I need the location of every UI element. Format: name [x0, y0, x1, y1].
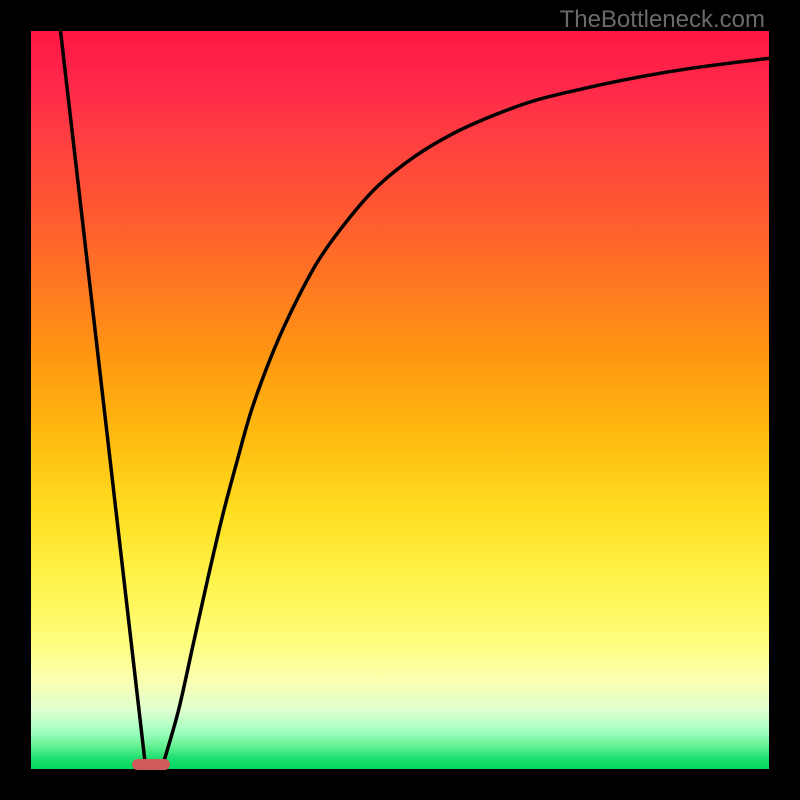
curves-svg [31, 31, 769, 769]
plot-gradient-area [31, 31, 769, 769]
optimal-point-marker [132, 759, 170, 770]
right-curve [164, 58, 769, 761]
left-curve [61, 31, 146, 765]
chart-frame: TheBottleneck.com [0, 0, 800, 800]
watermark-text: TheBottleneck.com [560, 6, 765, 34]
